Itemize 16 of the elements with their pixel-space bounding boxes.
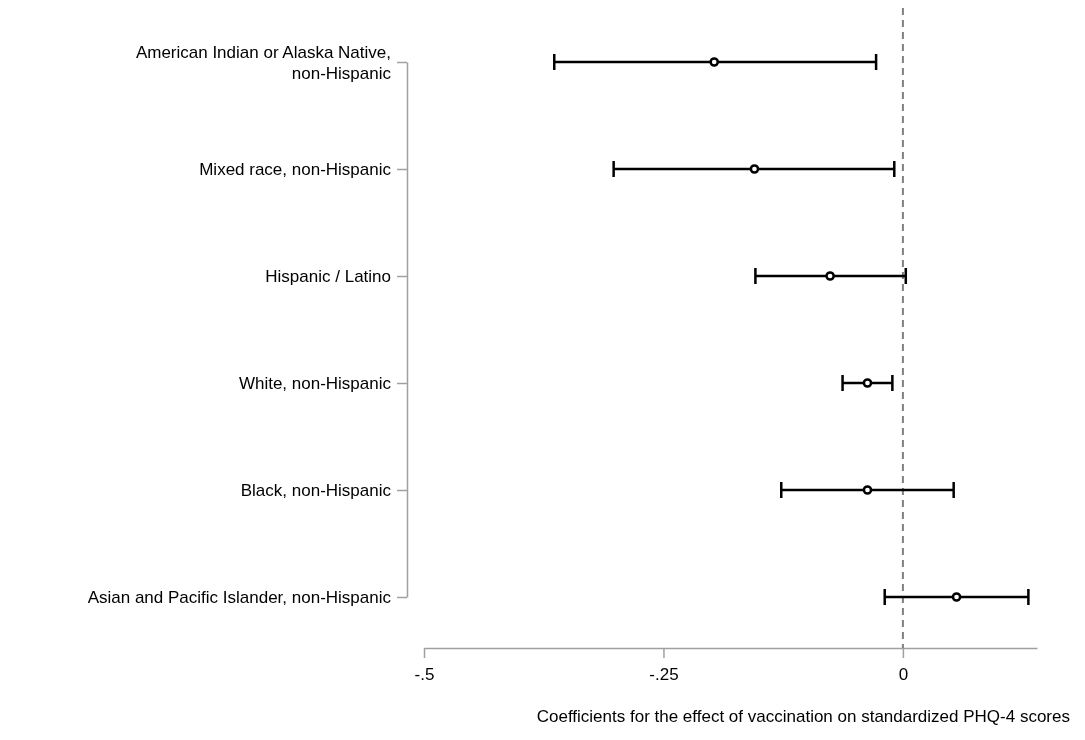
y-tick-label: Black, non-Hispanic (240, 481, 392, 500)
x-axis-title: Coefficients for the effect of vaccination on standardized PHQ-4 scores (536, 707, 1070, 726)
y-tick-label: White, non-Hispanic (238, 374, 392, 393)
point (709, 57, 720, 67)
y-tick-label: Hispanic / Latino (265, 267, 391, 286)
point (825, 271, 835, 281)
y-tick-label: Asian and Pacific Islander, non-Hispanic (87, 588, 392, 607)
point (749, 164, 760, 174)
point (862, 485, 873, 495)
y-tick-label: American Indian or Alaska Native, non-Hispanic (135, 42, 392, 83)
x-tick-label: -.5 (414, 664, 435, 684)
point (951, 592, 962, 602)
x-tick-label: -.25 (649, 664, 679, 684)
y-tick-label: Mixed race, non-Hispanic (199, 160, 392, 179)
x-tick-label: 0 (898, 664, 909, 684)
point (862, 378, 873, 388)
